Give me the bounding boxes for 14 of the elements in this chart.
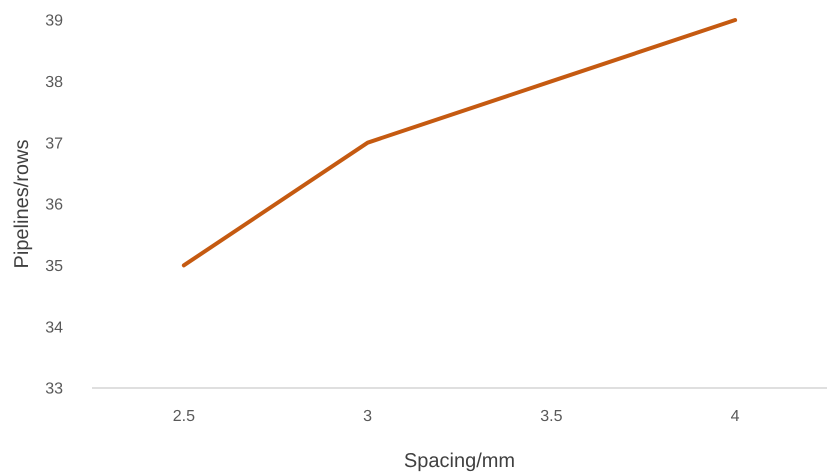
- x-axis-title: Spacing/mm: [404, 450, 516, 472]
- y-tick-label: 39: [45, 12, 64, 30]
- y-tick-label: 36: [45, 196, 64, 214]
- y-tick-label: 34: [45, 319, 64, 336]
- y-tick-label: 35: [45, 258, 64, 275]
- y-tick-label: 33: [45, 380, 64, 398]
- x-tick-label: 4: [730, 408, 740, 425]
- y-tick-label: 38: [45, 74, 64, 91]
- y-tick-label: 37: [45, 135, 64, 152]
- y-axis-title: Pipelines/rows: [11, 140, 33, 268]
- line-series: [182, 18, 738, 268]
- x-tick-label: 3.5: [540, 408, 563, 425]
- x-tick-label: 3: [363, 408, 372, 425]
- x-tick-label: 2.5: [172, 408, 196, 425]
